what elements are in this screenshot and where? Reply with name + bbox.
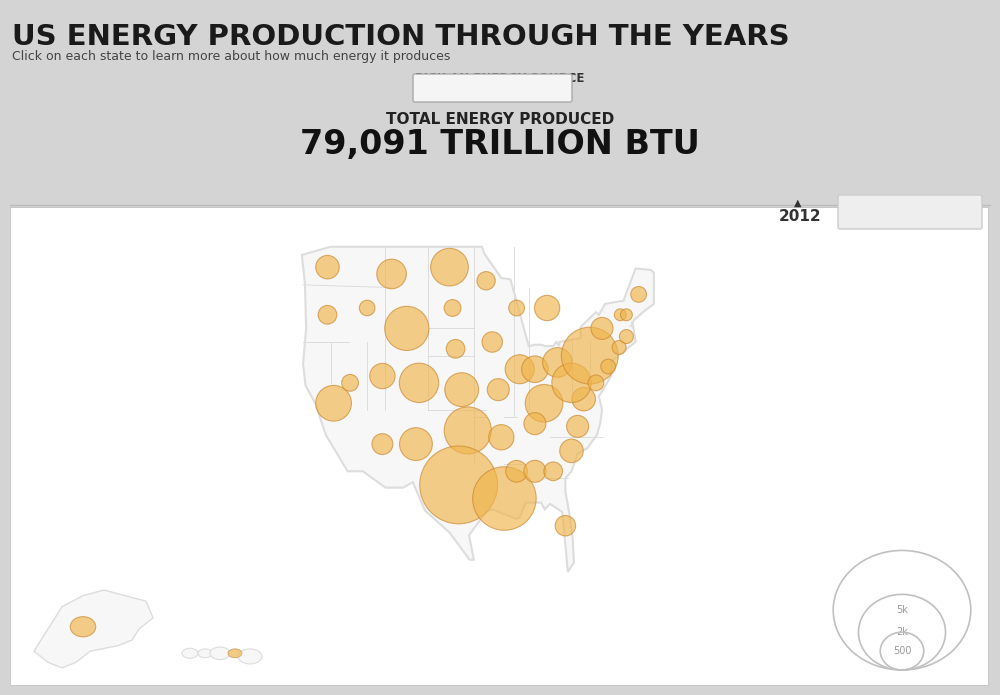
Circle shape <box>560 439 583 463</box>
Text: ⏮: ⏮ <box>856 202 868 222</box>
FancyBboxPatch shape <box>10 207 988 685</box>
Circle shape <box>385 306 429 350</box>
Circle shape <box>522 356 548 382</box>
FancyBboxPatch shape <box>838 195 982 229</box>
Circle shape <box>316 256 339 279</box>
Text: 5k: 5k <box>896 605 908 615</box>
Circle shape <box>588 375 604 391</box>
Circle shape <box>543 348 572 377</box>
Circle shape <box>489 425 514 450</box>
Circle shape <box>601 359 615 374</box>
Circle shape <box>505 354 534 384</box>
Circle shape <box>506 460 527 482</box>
Text: US ENERGY PRODUCTION THROUGH THE YEARS: US ENERGY PRODUCTION THROUGH THE YEARS <box>12 23 790 51</box>
Circle shape <box>544 462 563 481</box>
Circle shape <box>342 375 358 391</box>
Text: ↺: ↺ <box>901 202 919 222</box>
Circle shape <box>591 318 613 339</box>
Circle shape <box>620 309 632 320</box>
Circle shape <box>210 647 230 660</box>
Circle shape <box>561 327 618 384</box>
Circle shape <box>555 516 576 536</box>
Circle shape <box>477 272 495 290</box>
Text: 2012: 2012 <box>779 209 821 224</box>
Polygon shape <box>302 247 654 572</box>
Circle shape <box>446 339 465 358</box>
Circle shape <box>444 407 491 454</box>
Circle shape <box>318 305 337 324</box>
Circle shape <box>70 616 96 637</box>
Text: Total Energy Produced: Total Energy Produced <box>425 83 549 93</box>
Text: 2k: 2k <box>896 627 908 637</box>
Circle shape <box>567 416 589 437</box>
Text: Click on each state to learn more about how much energy it produces: Click on each state to learn more about … <box>12 50 450 63</box>
Text: PICK AN ENERGY SOURCE: PICK AN ENERGY SOURCE <box>415 72 585 85</box>
Circle shape <box>473 467 536 530</box>
Circle shape <box>524 413 546 434</box>
Polygon shape <box>34 590 153 668</box>
Circle shape <box>198 649 212 657</box>
Text: ▲: ▲ <box>794 198 802 208</box>
Circle shape <box>525 384 563 422</box>
Circle shape <box>377 259 406 288</box>
Circle shape <box>631 286 646 302</box>
Circle shape <box>534 295 560 320</box>
Circle shape <box>228 649 242 657</box>
Circle shape <box>399 363 439 402</box>
Circle shape <box>612 341 626 354</box>
Text: ⇕: ⇕ <box>553 81 563 95</box>
Text: TOTAL ENERGY PRODUCED: TOTAL ENERGY PRODUCED <box>386 112 614 127</box>
Circle shape <box>509 300 524 316</box>
Circle shape <box>370 363 395 389</box>
Text: 79,091 TRILLION BTU: 79,091 TRILLION BTU <box>300 128 700 161</box>
Circle shape <box>619 329 633 343</box>
Circle shape <box>420 446 498 524</box>
Circle shape <box>400 427 432 461</box>
Circle shape <box>316 385 351 421</box>
Circle shape <box>444 300 461 316</box>
Text: 500: 500 <box>893 646 911 656</box>
Text: ⏭: ⏭ <box>952 202 964 222</box>
Circle shape <box>482 332 502 352</box>
Circle shape <box>228 649 242 657</box>
Circle shape <box>614 309 626 320</box>
FancyBboxPatch shape <box>413 74 572 102</box>
Circle shape <box>552 363 591 402</box>
Circle shape <box>487 379 509 400</box>
Circle shape <box>445 373 479 407</box>
Circle shape <box>572 387 595 411</box>
Circle shape <box>372 434 393 455</box>
Circle shape <box>182 648 198 658</box>
Circle shape <box>359 300 375 316</box>
Circle shape <box>524 460 546 482</box>
Circle shape <box>431 248 468 286</box>
Circle shape <box>238 649 262 664</box>
